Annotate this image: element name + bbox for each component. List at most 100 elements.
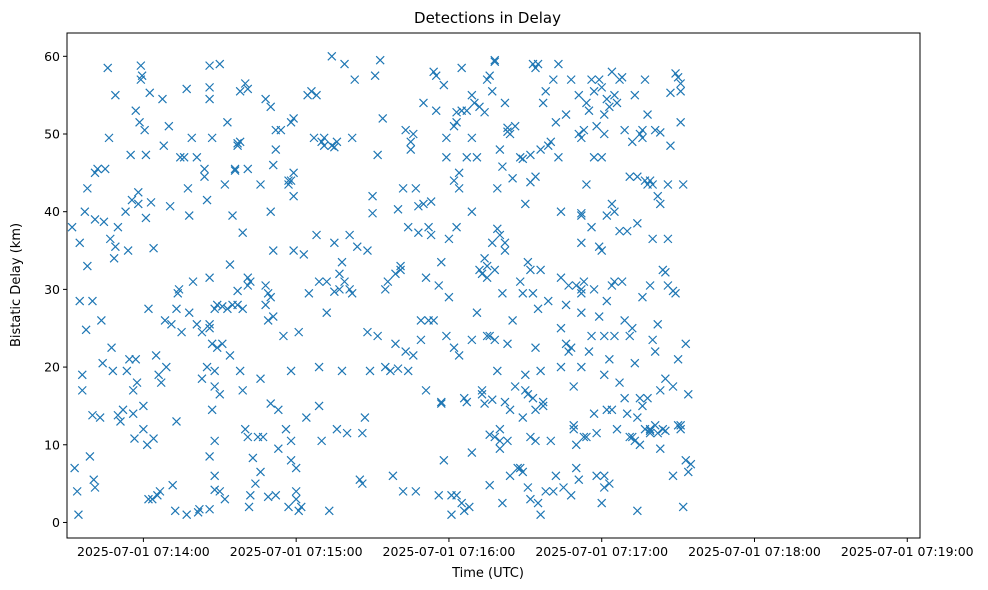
detection-point <box>640 75 650 85</box>
detection-point <box>490 55 500 65</box>
detection-point <box>149 434 158 443</box>
detection-point <box>663 234 673 244</box>
detection-point <box>220 494 230 504</box>
detection-point <box>650 420 660 430</box>
detection-point <box>589 409 599 419</box>
detection-point <box>579 277 589 287</box>
detection-point <box>638 292 647 302</box>
detection-point <box>520 385 530 395</box>
detection-point <box>551 471 561 481</box>
x-tick-label: 2025-07-01 07:16:00 <box>383 544 516 559</box>
detection-point <box>70 463 80 473</box>
detection-point <box>286 117 296 127</box>
detection-point <box>193 507 203 517</box>
detection-point <box>457 63 467 73</box>
detection-point <box>548 75 558 85</box>
detection-point <box>643 110 652 120</box>
detection-point <box>182 510 192 520</box>
detection-point <box>240 79 250 88</box>
detection-point <box>554 59 563 69</box>
detection-point <box>569 382 579 391</box>
detection-point <box>546 137 556 147</box>
detection-point <box>645 424 655 434</box>
detection-point <box>279 331 288 341</box>
detection-point <box>536 510 546 520</box>
detection-point <box>495 444 505 454</box>
detection-point <box>225 350 235 360</box>
detection-point <box>576 308 586 318</box>
detection-point <box>520 199 530 209</box>
detection-point <box>523 483 533 492</box>
x-axis-label: Time (UTC) <box>451 566 524 581</box>
detection-point <box>146 197 156 207</box>
detection-point <box>627 323 637 333</box>
detection-point <box>217 302 227 311</box>
detection-point <box>261 94 271 104</box>
detection-point <box>592 121 602 131</box>
detection-point <box>457 498 467 508</box>
detection-point <box>141 150 151 160</box>
detection-point <box>475 265 484 275</box>
detection-point <box>467 133 477 143</box>
detection-point <box>82 261 92 271</box>
detection-point <box>391 339 400 349</box>
detection-point <box>678 180 688 189</box>
detection-point <box>431 106 441 116</box>
detection-point <box>574 475 584 485</box>
detection-point <box>121 207 130 217</box>
detection-point <box>686 459 696 469</box>
detection-point <box>533 59 543 69</box>
detection-point <box>286 436 296 446</box>
detection-point <box>576 208 586 218</box>
detection-point <box>564 347 574 356</box>
detection-point <box>564 281 574 290</box>
detection-point <box>561 300 571 310</box>
detection-point <box>668 471 678 481</box>
detection-point <box>233 141 243 151</box>
detection-point <box>314 401 324 411</box>
detection-point <box>322 277 332 287</box>
detection-point <box>212 343 222 353</box>
detection-point <box>587 75 596 85</box>
detection-point <box>666 88 675 98</box>
detection-point <box>327 51 337 61</box>
detection-point <box>599 471 609 481</box>
x-tick-label: 2025-07-01 07:14:00 <box>77 544 210 559</box>
detection-point <box>459 506 469 516</box>
detection-point <box>413 201 423 211</box>
detection-point <box>625 172 635 182</box>
detection-point <box>632 218 642 228</box>
detection-point <box>594 75 604 85</box>
detection-point <box>403 366 413 376</box>
detection-point <box>556 273 566 283</box>
detection-point <box>294 506 304 516</box>
detection-point <box>131 354 141 364</box>
detection-point <box>559 483 568 492</box>
detection-point <box>307 86 316 96</box>
detection-point <box>676 420 686 430</box>
detection-point <box>284 176 293 186</box>
detection-point <box>632 506 642 516</box>
detection-point <box>622 226 632 236</box>
detection-point <box>645 281 655 290</box>
detection-point <box>345 284 355 294</box>
detection-point <box>576 238 586 248</box>
detection-point <box>266 207 276 217</box>
detection-point <box>319 133 329 143</box>
detection-point <box>215 389 225 399</box>
detection-point <box>245 490 255 500</box>
detection-point <box>335 284 344 294</box>
detection-point <box>648 234 658 244</box>
detection-point <box>525 494 535 504</box>
detection-point <box>469 98 479 108</box>
detection-point <box>441 152 451 162</box>
detection-point <box>177 327 187 337</box>
detection-point <box>582 98 591 108</box>
detection-point <box>158 94 167 104</box>
detection-point <box>500 246 510 255</box>
detection-point <box>658 424 668 434</box>
detection-point <box>604 102 614 112</box>
detection-point <box>462 397 472 407</box>
detection-point <box>490 265 500 275</box>
